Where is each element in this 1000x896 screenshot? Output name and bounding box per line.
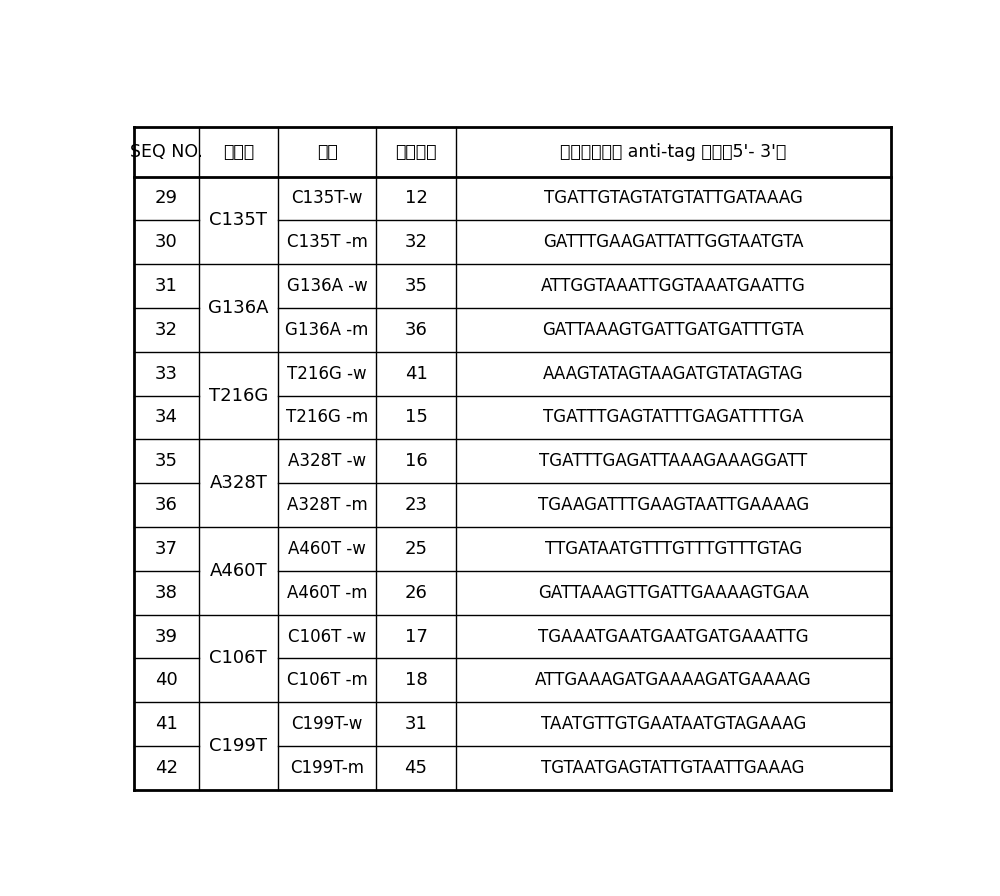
Text: C199T-m: C199T-m	[290, 759, 364, 777]
Text: ATTGAAAGATGAAAAGATGAAAAG: ATTGAAAGATGAAAAGATGAAAAG	[535, 671, 812, 689]
Text: TTGATAATGTTTGTTTGTTTGTAG: TTGATAATGTTTGTTTGTTTGTAG	[545, 540, 802, 558]
Text: GATTAAAGTGATTGATGATTTGTA: GATTAAAGTGATTGATGATTTGTA	[542, 321, 804, 339]
Text: 37: 37	[155, 540, 178, 558]
Text: 29: 29	[155, 189, 178, 207]
Text: 41: 41	[405, 365, 427, 383]
Text: TGATTGTAGTATGTATTGATAAAG: TGATTGTAGTATGTATTGATAAAG	[544, 189, 803, 207]
Text: A328T -m: A328T -m	[287, 496, 368, 514]
Text: 31: 31	[405, 715, 427, 733]
Text: 类型: 类型	[317, 142, 338, 160]
Text: 23: 23	[405, 496, 428, 514]
Text: 45: 45	[405, 759, 428, 777]
Text: A460T -w: A460T -w	[288, 540, 366, 558]
Text: GATTTGAAGATTATTGGTAATGTA: GATTTGAAGATTATTGGTAATGTA	[543, 233, 803, 251]
Text: 12: 12	[405, 189, 427, 207]
Text: 32: 32	[155, 321, 178, 339]
Text: 35: 35	[405, 277, 428, 295]
Text: 18: 18	[405, 671, 427, 689]
Text: 微球编号: 微球编号	[395, 142, 437, 160]
Text: 34: 34	[155, 409, 178, 426]
Text: GATTAAAGTTGATTGAAAAGTGAA: GATTAAAGTTGATTGAAAAGTGAA	[538, 583, 809, 602]
Text: A460T -m: A460T -m	[287, 583, 367, 602]
Text: C135T -m: C135T -m	[287, 233, 368, 251]
Text: 26: 26	[405, 583, 427, 602]
Text: 36: 36	[155, 496, 178, 514]
Text: TGAAATGAATGAATGATGAAATTG: TGAAATGAATGAATGATGAAATTG	[538, 627, 809, 645]
Text: 36: 36	[405, 321, 427, 339]
Text: TGATTTGAGTATTTGAGATTTTGA: TGATTTGAGTATTTGAGATTTTGA	[543, 409, 804, 426]
Text: 42: 42	[155, 759, 178, 777]
Text: SEQ NO.: SEQ NO.	[130, 142, 203, 160]
Text: 38: 38	[155, 583, 178, 602]
Text: 41: 41	[155, 715, 178, 733]
Text: 40: 40	[155, 671, 178, 689]
Text: 32: 32	[405, 233, 428, 251]
Text: C199T: C199T	[209, 737, 267, 755]
Text: G136A -w: G136A -w	[287, 277, 368, 295]
Text: A328T -w: A328T -w	[288, 452, 366, 470]
Text: C199T-w: C199T-w	[291, 715, 363, 733]
Text: 30: 30	[155, 233, 178, 251]
Text: T216G -w: T216G -w	[287, 365, 367, 383]
Text: 微球上对应的 anti-tag 序列（5'- 3'）: 微球上对应的 anti-tag 序列（5'- 3'）	[560, 142, 786, 160]
Text: TGAAGATTTGAAGTAATTGAAAAG: TGAAGATTTGAAGTAATTGAAAAG	[538, 496, 809, 514]
Text: TGTAATGAGTATTGTAATTGAAAG: TGTAATGAGTATTGTAATTGAAAG	[541, 759, 805, 777]
Text: TGATTTGAGATTAAAGAAAGGATT: TGATTTGAGATTAAAGAAAGGATT	[539, 452, 807, 470]
Text: 31: 31	[155, 277, 178, 295]
Text: C106T: C106T	[209, 650, 267, 668]
Text: 25: 25	[405, 540, 428, 558]
Text: C106T -m: C106T -m	[287, 671, 368, 689]
Text: C135T: C135T	[209, 211, 267, 229]
Text: C135T-w: C135T-w	[291, 189, 363, 207]
Text: C106T -w: C106T -w	[288, 627, 366, 645]
Text: AAAGTATAGTAAGATGTATAGTAG: AAAGTATAGTAAGATGTATAGTAG	[543, 365, 804, 383]
Text: A328T: A328T	[209, 474, 267, 492]
Text: A460T: A460T	[209, 562, 267, 580]
Text: G136A -m: G136A -m	[285, 321, 369, 339]
Text: 39: 39	[155, 627, 178, 645]
Text: T216G: T216G	[209, 386, 268, 405]
Text: 基因型: 基因型	[223, 142, 254, 160]
Text: 35: 35	[155, 452, 178, 470]
Text: 33: 33	[155, 365, 178, 383]
Text: 17: 17	[405, 627, 427, 645]
Text: T216G -m: T216G -m	[286, 409, 368, 426]
Text: ATTGGTAAATTGGTAAATGAATTG: ATTGGTAAATTGGTAAATGAATTG	[541, 277, 806, 295]
Text: TAATGTTGTGAATAATGTAGAAAG: TAATGTTGTGAATAATGTAGAAAG	[541, 715, 806, 733]
Text: 15: 15	[405, 409, 427, 426]
Text: G136A: G136A	[208, 299, 269, 317]
Text: 16: 16	[405, 452, 427, 470]
